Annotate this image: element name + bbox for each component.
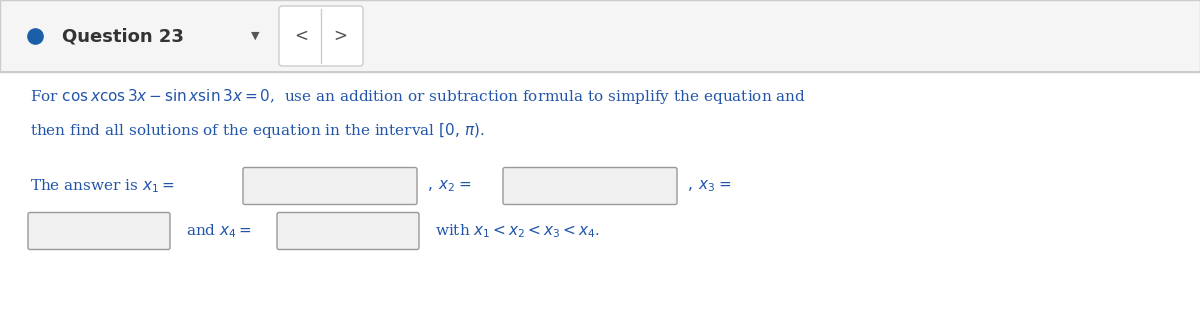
Text: $,\; x_2 =$: $,\; x_2 =$ bbox=[427, 178, 472, 194]
Text: $,\; x_3 =$: $,\; x_3 =$ bbox=[688, 178, 731, 194]
FancyBboxPatch shape bbox=[244, 168, 418, 205]
Text: <: < bbox=[294, 27, 308, 45]
FancyBboxPatch shape bbox=[0, 0, 1200, 72]
FancyBboxPatch shape bbox=[28, 212, 170, 250]
Text: with $x_1 < x_2 < x_3 < x_4$.: with $x_1 < x_2 < x_3 < x_4$. bbox=[434, 222, 600, 240]
Text: For $\cos x \cos 3x - \sin x \sin 3x = 0$,  use an addition or subtraction formu: For $\cos x \cos 3x - \sin x \sin 3x = 0… bbox=[30, 86, 806, 106]
FancyBboxPatch shape bbox=[277, 212, 419, 250]
FancyBboxPatch shape bbox=[503, 168, 677, 205]
Text: and $x_4 =$: and $x_4 =$ bbox=[186, 222, 252, 240]
Text: Question 23: Question 23 bbox=[62, 27, 184, 45]
Text: >: > bbox=[334, 27, 348, 45]
FancyBboxPatch shape bbox=[278, 6, 364, 66]
Text: ▼: ▼ bbox=[251, 31, 259, 41]
Text: then find all solutions of the equation in the interval $\left[0,\, \pi\right)$.: then find all solutions of the equation … bbox=[30, 121, 485, 139]
Text: The answer is $x_1 =$: The answer is $x_1 =$ bbox=[30, 177, 175, 195]
